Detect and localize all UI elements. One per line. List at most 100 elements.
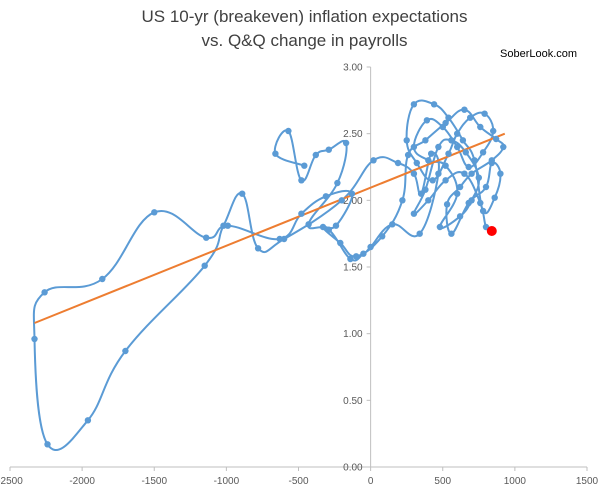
data-point (201, 262, 208, 269)
data-point (428, 150, 435, 157)
data-point (454, 190, 461, 197)
trendline (34, 132, 506, 324)
chart-title-line-1: US 10-yr (breakeven) inflation expectati… (141, 7, 468, 26)
data-point (488, 159, 495, 167)
y-tick-label: 3.00 (343, 63, 363, 74)
data-point (425, 197, 432, 204)
data-point (410, 143, 418, 151)
data-point (410, 101, 418, 108)
data-point (404, 151, 412, 159)
data-point (298, 177, 305, 184)
x-tick-labels: -2500 -2000 -1500 -1000 -500 0 500 1000 1500 (0, 467, 599, 487)
data-point (477, 199, 484, 207)
data-point (370, 157, 377, 164)
data-point (272, 150, 279, 157)
series-points (31, 101, 507, 448)
data-point (347, 255, 354, 263)
data-point (399, 197, 406, 204)
x-tick-label: -2500 (0, 476, 23, 487)
data-point (461, 106, 468, 113)
y-tick-labels: 0.00 0.50 1.00 1.50 2.00 2.50 3.00 (343, 63, 371, 474)
data-point (492, 135, 500, 143)
y-tick-label: 1.00 (343, 329, 363, 340)
data-point (429, 177, 436, 184)
data-point (443, 201, 451, 208)
data-point (462, 149, 469, 156)
data-point (322, 193, 330, 200)
data-point (456, 213, 464, 220)
data-point (477, 123, 484, 131)
data-point (445, 150, 452, 157)
trendline-line (34, 132, 506, 324)
y-tick-label: 0.00 (343, 463, 363, 474)
data-point (445, 114, 452, 121)
data-point (342, 139, 350, 147)
data-point (254, 245, 262, 252)
data-point (332, 222, 340, 229)
data-point (490, 127, 497, 135)
source-label: SoberLook.com (500, 48, 578, 60)
y-tick-label: 1.50 (343, 263, 363, 274)
x-tick-label: 1000 (504, 476, 527, 487)
data-point (31, 335, 38, 343)
data-point (394, 159, 402, 167)
data-point (430, 101, 438, 108)
data-point (423, 117, 431, 124)
data-point (436, 223, 444, 231)
data-point (439, 123, 446, 131)
data-point (422, 186, 429, 193)
data-point (203, 234, 210, 241)
data-point (468, 197, 475, 204)
x-tick-label: 500 (434, 476, 451, 487)
data-point (99, 275, 106, 283)
data-point (410, 210, 418, 217)
x-tick-label: 1500 (576, 476, 599, 487)
data-point (497, 170, 504, 177)
data-point (425, 157, 432, 164)
data-point (312, 151, 319, 159)
data-point (239, 190, 246, 197)
y-tick-label: 2.00 (343, 196, 363, 207)
data-point (353, 253, 360, 260)
data-point (325, 146, 332, 153)
data-point (422, 137, 429, 144)
data-point (319, 223, 327, 231)
data-point (481, 110, 488, 117)
data-point (389, 221, 396, 228)
x-tick-label: -2000 (69, 476, 95, 487)
data-point (479, 207, 487, 215)
latest-point (486, 226, 497, 236)
data-point (325, 226, 332, 233)
data-point (500, 143, 507, 151)
data-point (456, 183, 464, 191)
data-point (416, 230, 423, 237)
data-point (482, 183, 490, 191)
data-point (448, 137, 455, 144)
data-point (454, 130, 461, 137)
data-point (301, 162, 308, 169)
chart-title-line-2: vs. Q&Q change in payrolls (201, 31, 408, 50)
x-tick-label: -500 (288, 476, 308, 487)
data-point (122, 347, 129, 355)
data-point (435, 170, 442, 177)
data-point (338, 197, 345, 204)
data-point (305, 221, 312, 228)
data-point (41, 289, 48, 296)
data-point (410, 170, 418, 177)
data-point (442, 177, 449, 184)
data-point (468, 170, 475, 177)
data-point (276, 235, 283, 243)
y-tick-label: 0.50 (343, 396, 363, 407)
data-point (403, 137, 410, 144)
x-tick-label: -1000 (214, 476, 240, 487)
data-point (465, 163, 472, 171)
data-point (442, 162, 449, 169)
data-point (413, 159, 420, 167)
data-point (367, 243, 374, 251)
data-point (360, 250, 367, 257)
data-point (334, 179, 341, 187)
data-point (298, 210, 305, 217)
data-point (151, 209, 158, 216)
data-point (348, 190, 356, 197)
